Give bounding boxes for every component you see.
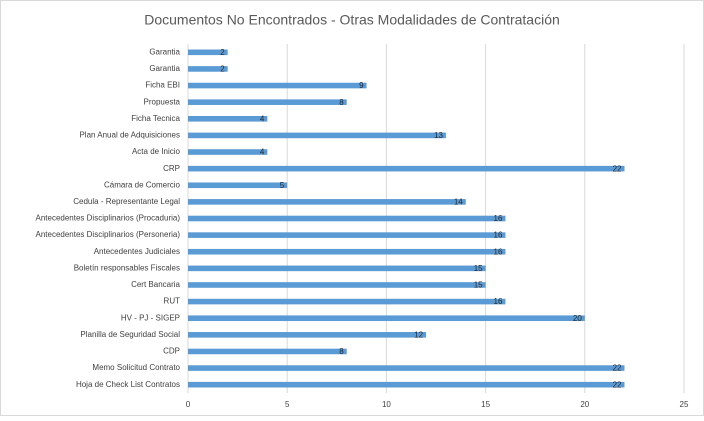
data-label: 20 xyxy=(573,314,582,323)
y-tick-label: Garantia xyxy=(149,47,180,56)
bar xyxy=(188,298,506,305)
y-tick-label: Boletín responsables Fiscales xyxy=(74,263,180,272)
y-tick-label: Antecedentes Judiciales xyxy=(94,247,180,256)
y-tick-label: HV - PJ - SIGEP xyxy=(121,313,180,322)
bar xyxy=(188,149,268,155)
bar xyxy=(188,132,446,139)
chart-title: Documentos No Encontrados - Otras Modali… xyxy=(144,12,560,28)
y-tick-label: RUT xyxy=(164,297,181,306)
bar xyxy=(188,332,427,338)
data-label: 4 xyxy=(260,114,265,123)
data-label: 4 xyxy=(260,148,265,157)
data-label: 22 xyxy=(613,364,622,373)
y-tick-label: Cert Bancaria xyxy=(131,280,180,289)
data-label: 12 xyxy=(414,330,423,339)
data-label: 22 xyxy=(613,380,622,389)
y-tick-label: CRP xyxy=(163,164,180,173)
data-label: 13 xyxy=(434,131,443,140)
x-tick-label: 0 xyxy=(186,400,191,409)
x-tick-label: 15 xyxy=(481,400,490,409)
bar xyxy=(188,315,585,322)
bar xyxy=(188,348,347,355)
y-tick-label: Propuesta xyxy=(144,97,181,106)
bar xyxy=(188,66,228,72)
data-label: 5 xyxy=(280,181,285,190)
data-label: 15 xyxy=(474,264,483,273)
bar xyxy=(188,265,486,272)
x-tick-label: 20 xyxy=(580,400,589,409)
bar xyxy=(188,381,625,388)
bar xyxy=(188,215,506,222)
y-tick-label: Planilla de Seguridad Social xyxy=(80,330,180,339)
y-tick-label: Memo Solicitud Contrato xyxy=(92,363,180,372)
y-tick-label: Antecedentes Disciplinarios (Procaduria) xyxy=(35,214,180,223)
bar xyxy=(188,232,506,238)
y-tick-label: Acta de Inicio xyxy=(132,147,181,156)
data-label: 16 xyxy=(494,231,503,240)
bar xyxy=(188,182,288,189)
data-label: 16 xyxy=(494,214,503,223)
data-label: 2 xyxy=(220,65,225,74)
y-tick-label: Cámara de Comercio xyxy=(104,180,181,189)
x-tick-label: 25 xyxy=(680,400,689,409)
bar xyxy=(188,99,347,105)
data-label: 9 xyxy=(359,81,364,90)
data-label: 8 xyxy=(339,98,344,107)
y-tick-label: Antecedentes Disciplinarios (Personeria) xyxy=(35,230,180,239)
y-tick-label: CDP xyxy=(163,347,180,356)
bar xyxy=(188,282,486,288)
y-tick-label: Hoja de Check List Contratos xyxy=(76,380,180,389)
data-label: 22 xyxy=(613,164,622,173)
x-tick-label: 5 xyxy=(285,400,290,409)
data-label: 2 xyxy=(220,48,225,57)
y-tick-label: Ficha Tecnica xyxy=(131,114,180,123)
data-label: 16 xyxy=(494,297,503,306)
y-tick-label: Cedula - Representante Legal xyxy=(73,197,180,206)
bar xyxy=(188,82,367,89)
bar xyxy=(188,115,268,122)
bar xyxy=(188,199,466,205)
y-tick-label: Garantia xyxy=(149,64,180,73)
bar xyxy=(188,365,625,371)
data-label: 14 xyxy=(454,197,463,206)
x-tick-label: 10 xyxy=(382,400,391,409)
y-tick-label: Ficha EBI xyxy=(145,81,180,90)
y-tick-label: Plan Anual de Adquisiciones xyxy=(79,131,180,140)
bar xyxy=(188,165,625,172)
bar xyxy=(188,248,506,255)
bar xyxy=(188,49,228,56)
data-label: 16 xyxy=(494,247,503,256)
data-label: 8 xyxy=(339,347,344,356)
data-label: 15 xyxy=(474,281,483,290)
